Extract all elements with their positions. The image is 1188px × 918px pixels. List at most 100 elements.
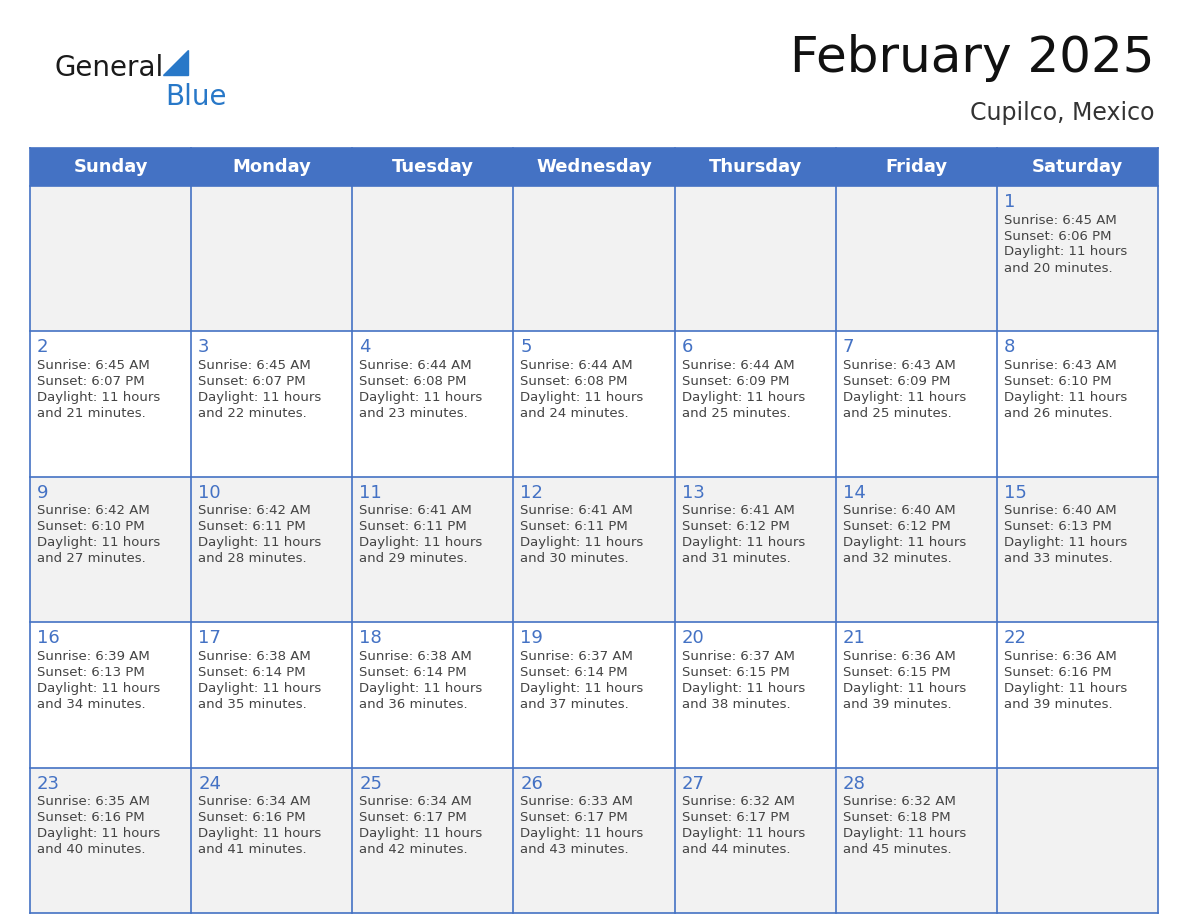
Text: 28: 28 xyxy=(842,775,866,792)
Text: Daylight: 11 hours: Daylight: 11 hours xyxy=(520,827,644,840)
Text: and 31 minutes.: and 31 minutes. xyxy=(682,553,790,565)
Bar xyxy=(835,767,997,913)
Bar xyxy=(997,476,1158,622)
Text: Daylight: 11 hours: Daylight: 11 hours xyxy=(1004,245,1127,259)
Text: General: General xyxy=(55,54,164,82)
Text: Sunset: 6:11 PM: Sunset: 6:11 PM xyxy=(359,521,467,533)
Text: Sunset: 6:14 PM: Sunset: 6:14 PM xyxy=(198,666,305,678)
Text: Sunset: 6:10 PM: Sunset: 6:10 PM xyxy=(1004,375,1112,388)
Text: 14: 14 xyxy=(842,484,866,502)
Bar xyxy=(513,476,675,622)
Text: and 27 minutes.: and 27 minutes. xyxy=(37,553,146,565)
Text: Sunrise: 6:41 AM: Sunrise: 6:41 AM xyxy=(682,504,795,518)
Text: Daylight: 11 hours: Daylight: 11 hours xyxy=(1004,391,1127,404)
Bar xyxy=(835,476,997,622)
Text: Daylight: 11 hours: Daylight: 11 hours xyxy=(842,682,966,695)
Text: Sunset: 6:13 PM: Sunset: 6:13 PM xyxy=(37,666,145,678)
Text: Cupilco, Mexico: Cupilco, Mexico xyxy=(971,101,1155,125)
Text: Sunset: 6:12 PM: Sunset: 6:12 PM xyxy=(682,521,789,533)
Bar xyxy=(30,476,191,622)
Bar xyxy=(997,622,1158,767)
Bar xyxy=(675,476,835,622)
Text: and 40 minutes.: and 40 minutes. xyxy=(37,843,145,856)
Bar xyxy=(835,622,997,767)
Text: Sunset: 6:06 PM: Sunset: 6:06 PM xyxy=(1004,230,1111,242)
Text: Daylight: 11 hours: Daylight: 11 hours xyxy=(37,536,160,549)
Text: and 39 minutes.: and 39 minutes. xyxy=(1004,698,1112,711)
Text: Sunset: 6:08 PM: Sunset: 6:08 PM xyxy=(359,375,467,388)
Text: 18: 18 xyxy=(359,629,383,647)
Text: Sunday: Sunday xyxy=(74,158,147,176)
Text: 19: 19 xyxy=(520,629,543,647)
Text: Sunset: 6:17 PM: Sunset: 6:17 PM xyxy=(682,812,789,824)
Bar xyxy=(835,186,997,331)
Text: 26: 26 xyxy=(520,775,543,792)
Text: Sunset: 6:12 PM: Sunset: 6:12 PM xyxy=(842,521,950,533)
Text: Daylight: 11 hours: Daylight: 11 hours xyxy=(198,682,322,695)
Text: Daylight: 11 hours: Daylight: 11 hours xyxy=(359,391,482,404)
Text: Sunrise: 6:38 AM: Sunrise: 6:38 AM xyxy=(359,650,472,663)
Text: Sunrise: 6:41 AM: Sunrise: 6:41 AM xyxy=(520,504,633,518)
Text: 24: 24 xyxy=(198,775,221,792)
Text: Daylight: 11 hours: Daylight: 11 hours xyxy=(682,682,804,695)
Text: and 39 minutes.: and 39 minutes. xyxy=(842,698,952,711)
Text: Sunrise: 6:44 AM: Sunrise: 6:44 AM xyxy=(682,359,795,372)
Bar xyxy=(30,767,191,913)
Bar xyxy=(353,767,513,913)
Bar xyxy=(30,622,191,767)
Text: Sunset: 6:10 PM: Sunset: 6:10 PM xyxy=(37,521,145,533)
Text: Daylight: 11 hours: Daylight: 11 hours xyxy=(520,536,644,549)
Bar xyxy=(997,331,1158,476)
Text: Sunrise: 6:43 AM: Sunrise: 6:43 AM xyxy=(842,359,955,372)
Text: 21: 21 xyxy=(842,629,866,647)
Text: 2: 2 xyxy=(37,339,49,356)
Text: Sunrise: 6:41 AM: Sunrise: 6:41 AM xyxy=(359,504,472,518)
Text: 5: 5 xyxy=(520,339,532,356)
Bar xyxy=(191,622,353,767)
Text: Sunset: 6:08 PM: Sunset: 6:08 PM xyxy=(520,375,628,388)
Text: Sunrise: 6:42 AM: Sunrise: 6:42 AM xyxy=(37,504,150,518)
Text: 22: 22 xyxy=(1004,629,1026,647)
Bar xyxy=(353,622,513,767)
Text: Friday: Friday xyxy=(885,158,947,176)
Text: 13: 13 xyxy=(682,484,704,502)
Bar xyxy=(513,186,675,331)
Text: Sunset: 6:16 PM: Sunset: 6:16 PM xyxy=(37,812,145,824)
Bar xyxy=(513,767,675,913)
Bar xyxy=(191,331,353,476)
Text: and 20 minutes.: and 20 minutes. xyxy=(1004,262,1112,274)
Text: Sunrise: 6:36 AM: Sunrise: 6:36 AM xyxy=(842,650,955,663)
Bar xyxy=(675,186,835,331)
Text: 4: 4 xyxy=(359,339,371,356)
Text: Sunset: 6:13 PM: Sunset: 6:13 PM xyxy=(1004,521,1112,533)
Bar xyxy=(675,622,835,767)
Text: 10: 10 xyxy=(198,484,221,502)
Text: Sunrise: 6:37 AM: Sunrise: 6:37 AM xyxy=(520,650,633,663)
Text: Sunrise: 6:33 AM: Sunrise: 6:33 AM xyxy=(520,795,633,808)
Text: Daylight: 11 hours: Daylight: 11 hours xyxy=(198,536,322,549)
Text: and 35 minutes.: and 35 minutes. xyxy=(198,698,307,711)
Text: 9: 9 xyxy=(37,484,49,502)
Text: 27: 27 xyxy=(682,775,704,792)
Bar xyxy=(191,476,353,622)
Text: Sunrise: 6:36 AM: Sunrise: 6:36 AM xyxy=(1004,650,1117,663)
Text: 25: 25 xyxy=(359,775,383,792)
Text: and 28 minutes.: and 28 minutes. xyxy=(198,553,307,565)
Text: Tuesday: Tuesday xyxy=(392,158,474,176)
Bar xyxy=(513,622,675,767)
Text: and 36 minutes.: and 36 minutes. xyxy=(359,698,468,711)
Text: Daylight: 11 hours: Daylight: 11 hours xyxy=(37,827,160,840)
Text: Sunset: 6:16 PM: Sunset: 6:16 PM xyxy=(1004,666,1112,678)
Text: and 24 minutes.: and 24 minutes. xyxy=(520,407,630,420)
Text: Daylight: 11 hours: Daylight: 11 hours xyxy=(682,827,804,840)
Text: 15: 15 xyxy=(1004,484,1026,502)
Text: and 38 minutes.: and 38 minutes. xyxy=(682,698,790,711)
Text: Sunrise: 6:38 AM: Sunrise: 6:38 AM xyxy=(198,650,311,663)
Bar xyxy=(835,331,997,476)
Polygon shape xyxy=(163,50,188,75)
Text: and 21 minutes.: and 21 minutes. xyxy=(37,407,146,420)
Text: and 30 minutes.: and 30 minutes. xyxy=(520,553,630,565)
Text: Sunset: 6:11 PM: Sunset: 6:11 PM xyxy=(520,521,628,533)
Text: and 22 minutes.: and 22 minutes. xyxy=(198,407,307,420)
Text: Sunrise: 6:44 AM: Sunrise: 6:44 AM xyxy=(520,359,633,372)
